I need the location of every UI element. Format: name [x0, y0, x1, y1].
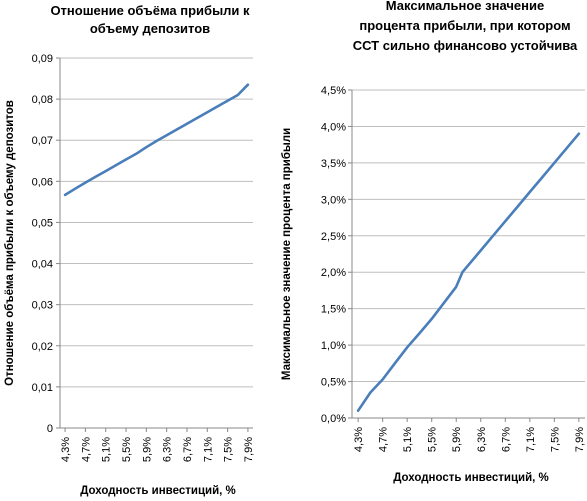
chart-2: Максимальное значение процента прибыли, п… — [281, 0, 586, 484]
x-tick-label: 5,1% — [402, 427, 414, 452]
x-tick-label: 7,9% — [574, 427, 586, 452]
y-tick-label: 2,0% — [321, 267, 346, 279]
y-tick-label: 4,0% — [321, 121, 346, 133]
x-axis-label: Доходность инвестиций, % — [393, 472, 549, 484]
x-tick-label: 5,9% — [451, 427, 463, 452]
x-tick-label: 5,5% — [427, 427, 439, 452]
y-tick-label: 0,08 — [32, 94, 53, 106]
y-tick-label: 1,0% — [321, 340, 346, 352]
x-tick-label: 6,3% — [476, 427, 488, 452]
chart-title-line: Максимальное значение — [386, 0, 544, 13]
x-tick-label: 7,5% — [549, 427, 561, 452]
y-tick-label: 0,04 — [32, 259, 53, 271]
y-tick-label: 0,5% — [321, 377, 346, 389]
x-tick-label: 4,3% — [60, 437, 72, 462]
x-tick-label: 7,9% — [243, 437, 255, 462]
y-tick-label: 0,05 — [32, 217, 53, 229]
y-tick-label: 1,5% — [321, 304, 346, 316]
x-tick-label: 7,1% — [525, 427, 537, 452]
x-tick-label: 5,9% — [141, 437, 153, 462]
y-axis-label: Максимальное значение процента прибыли — [281, 128, 293, 380]
chart-title-line: Отношение объёма прибыли к — [50, 3, 250, 18]
x-tick-label: 4,7% — [378, 427, 390, 452]
chart-title-line: объему депозитов — [90, 21, 210, 36]
chart-title-line: процента прибыли, при котором — [359, 18, 570, 33]
y-tick-label: 0,02 — [32, 341, 53, 353]
x-tick-label: 4,3% — [353, 427, 365, 452]
y-tick-label: 0,07 — [32, 135, 53, 147]
y-tick-label: 0,09 — [32, 53, 53, 65]
y-tick-label: 4,5% — [321, 85, 346, 97]
y-tick-label: 0 — [47, 423, 53, 435]
y-tick-label: 2,5% — [321, 231, 346, 243]
x-tick-label: 6,7% — [182, 437, 194, 462]
x-tick-label: 7,1% — [202, 437, 214, 462]
x-axis-label: Доходность инвестиций, % — [80, 485, 236, 497]
x-tick-label: 5,1% — [101, 437, 113, 462]
y-tick-label: 0,01 — [32, 382, 53, 394]
y-tick-label: 0,03 — [32, 300, 53, 312]
y-tick-label: 3,0% — [321, 194, 346, 206]
y-tick-label: 3,5% — [321, 158, 346, 170]
chart-1: Отношение объёма прибыли к объему депозит… — [4, 3, 255, 497]
series-line — [356, 132, 581, 413]
y-tick-label: 0,06 — [32, 176, 53, 188]
x-tick-label: 5,5% — [121, 437, 133, 462]
x-tick-label: 6,7% — [500, 427, 512, 452]
chart-title: Отношение объёма прибыли к объему депозит… — [50, 3, 250, 36]
series-line — [63, 83, 250, 197]
chart-title-line: ССТ сильно финансово устойчива — [353, 38, 578, 53]
x-tick-label: 4,7% — [80, 437, 92, 462]
x-tick-label: 6,3% — [162, 437, 174, 462]
y-axis-label: Отношение объёма прибыли к объему депози… — [4, 100, 16, 386]
x-tick-label: 7,5% — [223, 437, 235, 462]
chart-title: Максимальное значение процента прибыли, п… — [353, 0, 578, 53]
y-tick-label: 0,0% — [321, 413, 346, 425]
